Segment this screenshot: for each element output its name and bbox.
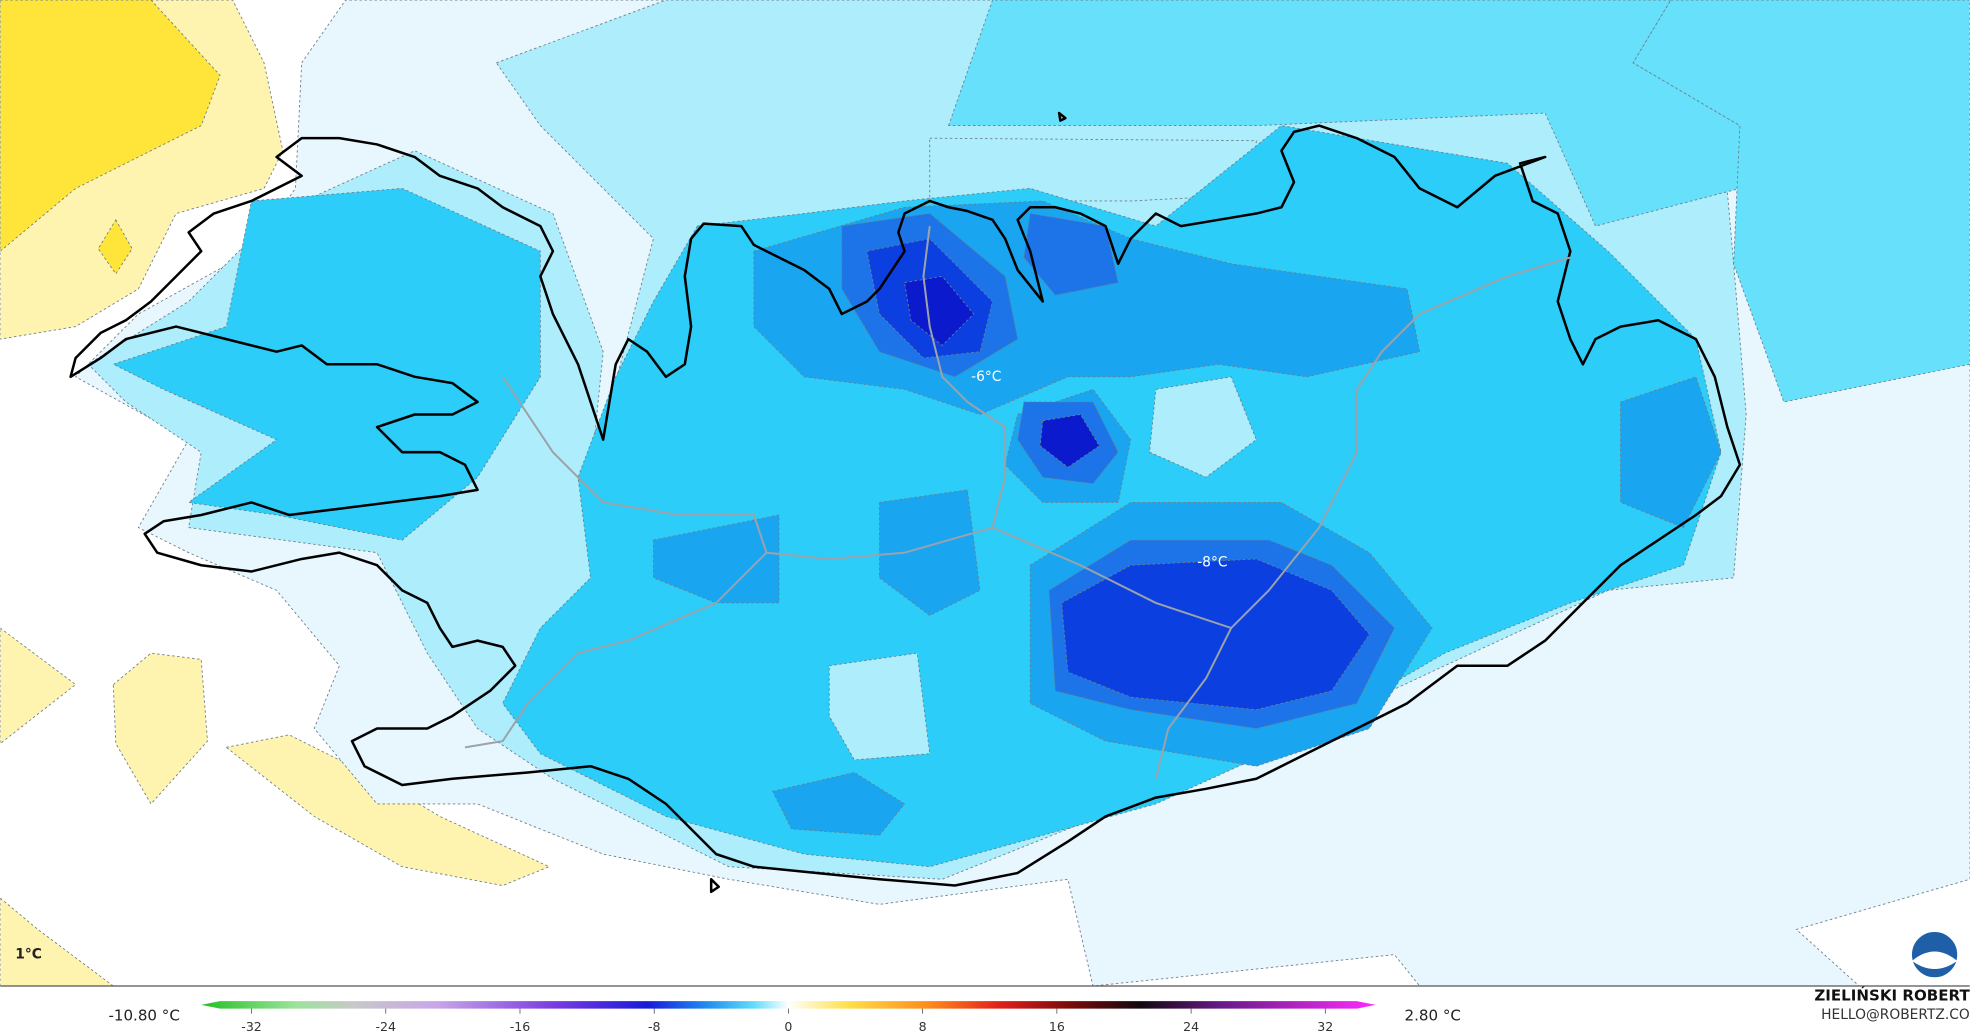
legend-tick-label: -24 [376,1019,397,1034]
coldest-core [1039,414,1100,468]
warm-zone [0,897,115,987]
colder-band [879,489,981,616]
coldest-band [1061,558,1370,711]
legend-max: 2.80 °C [1405,1007,1461,1025]
legend-tick-label: 0 [784,1019,792,1034]
cold-band [828,652,931,761]
coastline [69,124,1742,887]
warm-zone [0,627,77,745]
coldest-core [904,275,975,347]
road [501,225,1007,560]
legend-tick-label: -16 [510,1019,531,1034]
colder-band [652,514,780,604]
map-area: 1°C -6°C -8°C [0,0,1970,987]
credit-name: ZIELIŃSKI ROBERT [1814,986,1970,1005]
credit-contact: HELLO@ROBERTZ.CO [1821,1007,1970,1023]
warm-zone [112,652,208,805]
legend-min: -10.80 °C [108,1007,179,1025]
colder-band [1620,376,1722,529]
map-label: 1°C [15,947,42,963]
legend-tick-label: 32 [1317,1019,1333,1034]
cold-band [1149,376,1257,478]
color-bar [201,1001,1376,1009]
legend-tick-label: 16 [1049,1019,1065,1034]
road [464,551,1233,780]
warm-spot [97,218,133,275]
warm-zone [225,734,551,886]
legend-tick-label: -32 [241,1019,261,1034]
island [709,877,720,894]
legend-tick-label: 8 [919,1019,927,1034]
legend-tick-label: 24 [1183,1019,1199,1034]
logo-bird [1911,951,1958,970]
legend-tick-label: -8 [648,1019,661,1034]
warm-core [0,0,221,252]
colder-band [772,772,906,836]
cold-band [1632,0,1970,403]
map-label: -8°C [1197,555,1227,571]
road [992,256,1571,630]
island [1057,111,1067,122]
very-cold-band [1023,213,1119,296]
color-legend: -10.80 °C 2.80 °C -32 -24 -16 -8 0 8 16 24 32 [108,1001,1461,1034]
map-label: -6°C [971,369,1001,385]
noaa-logo [1909,929,1960,980]
